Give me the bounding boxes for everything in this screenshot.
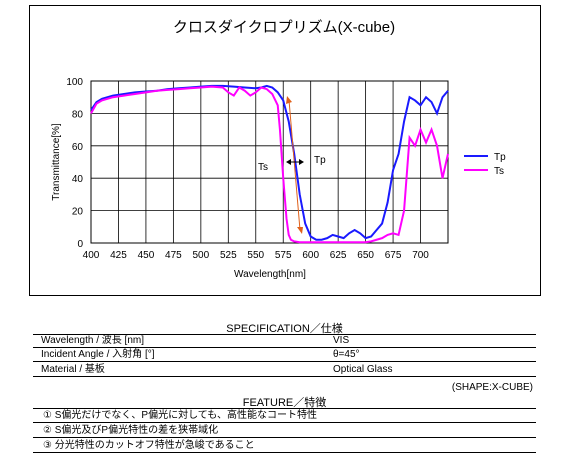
x-tick-label: 500	[193, 250, 210, 261]
spec-row-incident-angle: Incident Angle / 入射角 [°] θ=45°	[33, 349, 536, 362]
x-tick-label: 675	[385, 250, 402, 261]
y-tick-label: 100	[66, 77, 83, 88]
transmittance-chart: クロスダイクロプリズム(X-cube)400 425 450 475 500 525 550…	[51, 19, 506, 280]
x-tick-label: 475	[165, 250, 182, 261]
series-line-ts	[90, 85, 449, 244]
annotation-label-tp: Tp	[314, 155, 326, 166]
spec-title: SPECIFICATION／仕様	[226, 323, 343, 335]
x-tick-label: 575	[275, 250, 292, 261]
y-axis-label: Transmittance[%]	[51, 123, 62, 201]
chart-title: クロスダイクロプリズム(X-cube)	[173, 19, 395, 36]
y-tick-label: 0	[77, 239, 83, 250]
legend-label-tp: Tp	[494, 152, 506, 163]
x-tick-label: 550	[247, 250, 264, 261]
spec-value-incident-angle: θ=45°	[333, 349, 360, 360]
gap-arrowhead-left	[286, 159, 291, 165]
feature-item-3: ③ 分光特性のカットオフ特性が急峻であること	[33, 439, 536, 453]
feature-item-3-text: ③ 分光特性のカットオフ特性が急峻であること	[43, 440, 255, 451]
feature-item-2-text: ② S偏光及びP偏光特性の差を狭帯域化	[43, 425, 219, 436]
annotation-arrowhead-top	[286, 96, 292, 104]
y-tick-label: 60	[72, 142, 84, 153]
x-tick-label: 400	[83, 250, 100, 261]
spec-row-wavelength: Wavelength / 波長 [nm] VIS	[33, 335, 536, 348]
x-tick-label: 625	[330, 250, 347, 261]
plot-area	[90, 80, 449, 244]
x-tick-label: 425	[110, 250, 127, 261]
feature-title: FEATURE／特徴	[242, 397, 327, 409]
spec-top-rule	[33, 334, 536, 335]
x-tick-label: 450	[138, 250, 155, 261]
x-tick-label: 650	[357, 250, 374, 261]
legend-label-ts: Ts	[494, 166, 504, 177]
y-tick-label: 20	[72, 207, 84, 218]
x-tick-label: 525	[220, 250, 237, 261]
x-tick-label: 700	[412, 250, 429, 261]
y-tick-label: 80	[72, 109, 84, 120]
x-axis-label: Wavelength[nm]	[234, 269, 306, 280]
annotation-label-ts: Ts	[258, 162, 268, 173]
feature-item-2: ② S偏光及びP偏光特性の差を狭帯域化	[33, 424, 536, 438]
spec-row-material: Material / 基板 Optical Glass	[33, 364, 536, 377]
chart-frame	[29, 5, 541, 296]
annotation-arrow-line	[288, 99, 301, 231]
annotation-arrowhead-bottom	[297, 227, 303, 234]
y-tick-label: 40	[72, 174, 84, 185]
spec-label-material: Material / 基板	[41, 364, 105, 375]
spec-value-wavelength: VIS	[333, 335, 350, 346]
gap-arrowhead-right	[299, 159, 304, 165]
feature-item-1: ① S偏光だけでなく、P偏光に対しても、高性能なコート特性	[33, 409, 536, 423]
spec-label-wavelength: Wavelength / 波長 [nm]	[41, 335, 144, 346]
spec-label-incident-angle: Incident Angle / 入射角 [°]	[41, 349, 155, 360]
feature-top-rule	[33, 408, 536, 409]
x-tick-label: 600	[302, 250, 319, 261]
shape-note: (SHAPE:X-CUBE)	[451, 382, 533, 393]
feature-item-1-text: ① S偏光だけでなく、P偏光に対しても、高性能なコート特性	[43, 410, 317, 421]
spec-value-material: Optical Glass	[333, 364, 393, 375]
